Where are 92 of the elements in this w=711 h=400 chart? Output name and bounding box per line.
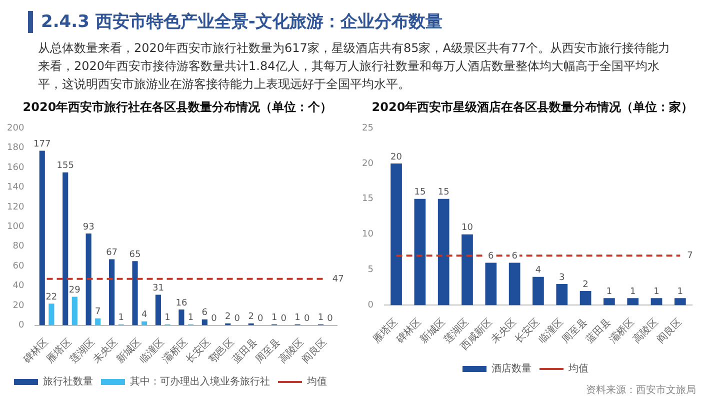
- chart-title: 2020年西安市星级酒店在各区县数量分布情况（单位：家）: [370, 99, 694, 116]
- data-label: 16: [176, 298, 188, 308]
- data-label: 7: [687, 250, 693, 261]
- y-tick-label: 60: [12, 261, 24, 272]
- data-label: 1: [630, 286, 636, 297]
- bar: [556, 284, 568, 306]
- bar: [485, 262, 497, 306]
- data-label: 0: [211, 314, 218, 324]
- bar: [86, 234, 92, 326]
- y-tick-label: 5: [368, 265, 374, 276]
- bar: [438, 198, 450, 306]
- bar: [674, 298, 686, 306]
- bar: [48, 304, 54, 326]
- bar: [390, 163, 402, 306]
- bar: [72, 296, 78, 326]
- data-label: 1: [271, 313, 278, 324]
- bar: [462, 234, 473, 306]
- data-label: 0: [304, 314, 310, 324]
- data-label: 29: [68, 286, 81, 296]
- legend-label: 其中：可办理出入境业务旅行社: [130, 376, 270, 388]
- bar: [132, 261, 138, 326]
- y-tick-label: 100: [6, 222, 24, 232]
- y-tick-label: 0: [18, 320, 24, 331]
- chart-title: 2020年西安市旅行社在各区县数量分布情况（单位：个）: [22, 99, 334, 116]
- data-label: 1: [654, 286, 660, 297]
- data-label: 93: [82, 222, 94, 232]
- data-label: 6: [512, 252, 518, 262]
- y-tick-label: 140: [6, 182, 24, 193]
- legend-label: 均值: [306, 376, 327, 388]
- data-label: 0: [258, 314, 264, 324]
- data-label: 10: [462, 223, 474, 234]
- y-tick-label: 200: [6, 123, 24, 134]
- data-label: 6: [488, 252, 494, 262]
- data-label: 4: [535, 266, 542, 276]
- data-label: 2: [582, 280, 588, 290]
- data-label: 0: [327, 314, 334, 324]
- data-label: 1: [318, 313, 324, 324]
- bar: [532, 276, 544, 306]
- data-label: 1: [118, 313, 124, 324]
- data-label: 7: [94, 307, 101, 318]
- bar: [508, 262, 520, 306]
- data-label: 47: [332, 274, 344, 284]
- legend-label: 旅行社数量: [43, 376, 93, 388]
- y-tick-label: 160: [6, 162, 24, 173]
- data-label: 15: [414, 188, 426, 198]
- data-label: 31: [152, 284, 164, 294]
- data-label: 4: [141, 310, 148, 320]
- bar: [650, 298, 662, 306]
- data-label: 6: [202, 308, 208, 318]
- text: 从总体数量来看，2020年西安市旅行社数量为617家，星级酒店共有85家，A级景区共有77个。从西安市旅行接待能力来看，2020年西安市接待游客数量共计1.84亿人，其每万人旅行社数量和每万人酒店数量整体均大幅高于全国平均水平，这说明西安市旅游业在游客接待能力上表现远好于全国平均水平。: [38, 40, 672, 93]
- data-label: 0: [280, 314, 287, 324]
- bar: [155, 294, 162, 326]
- bar: [604, 298, 615, 306]
- data-label: 0: [234, 314, 240, 324]
- bar: [109, 259, 115, 326]
- legend-label: 酒店数量: [492, 362, 532, 375]
- y-tick-label: 120: [6, 202, 24, 212]
- data-label: 65: [129, 250, 141, 260]
- bar: [95, 318, 101, 326]
- data-label: 2: [248, 312, 254, 322]
- bar: [414, 198, 426, 306]
- bar: [627, 298, 639, 306]
- data-label: 155: [56, 161, 74, 172]
- data-label: 67: [106, 248, 118, 258]
- data-label: 177: [34, 140, 51, 150]
- legend-label: 均值: [568, 362, 588, 375]
- y-tick-label: 80: [12, 242, 24, 252]
- y-tick-label: 40: [12, 281, 24, 292]
- data-label: 20: [390, 152, 402, 162]
- data-label: 22: [46, 292, 58, 302]
- bar: [39, 150, 45, 326]
- data-label: 3: [559, 272, 565, 283]
- bar: [62, 172, 68, 326]
- bar: [202, 319, 208, 326]
- data-label: 1: [188, 313, 194, 324]
- y-tick-label: 0: [368, 300, 374, 311]
- y-tick-label: 25: [362, 123, 374, 134]
- bar: [178, 310, 184, 326]
- data-label: 1: [294, 313, 300, 324]
- y-tick-label: 20: [12, 300, 24, 311]
- text: 资料来源：西安市文旅局: [585, 384, 697, 397]
- bar: [580, 291, 592, 306]
- data-label: 1: [677, 286, 684, 297]
- y-tick-label: 180: [6, 143, 24, 154]
- y-tick-label: 20: [362, 158, 374, 169]
- data-label: 2: [225, 312, 231, 322]
- data-label: 1: [606, 286, 612, 297]
- data-label: 1: [164, 313, 170, 324]
- y-tick-label: 15: [362, 194, 374, 204]
- text: 2.4.3 西安市特色产业全景-文化旅游：企业分布数量: [41, 11, 442, 33]
- data-label: 15: [438, 188, 450, 198]
- y-tick-label: 10: [362, 230, 374, 240]
